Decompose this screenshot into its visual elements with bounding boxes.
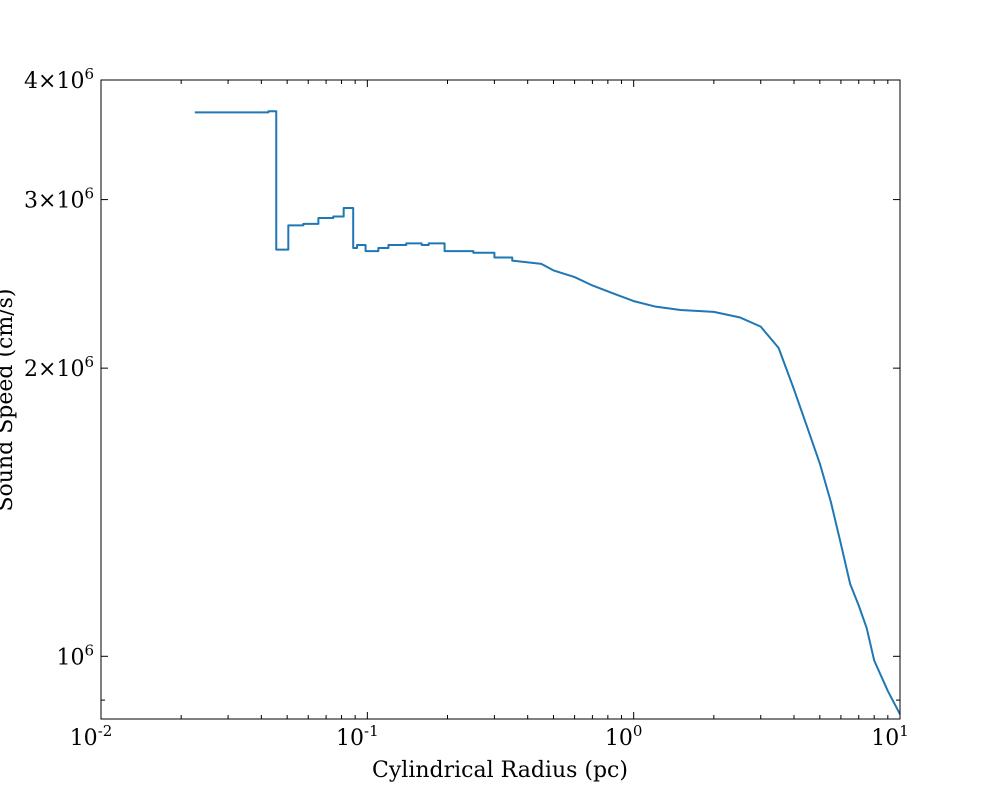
- plot-frame: [100, 79, 901, 720]
- tick-labels: 10-2 10-1 100 101 106 2×106 3×106 4×106: [24, 65, 909, 751]
- x-tick-label: 101: [871, 722, 909, 751]
- y-tick-label: 2×106: [24, 353, 94, 382]
- tick-marks: [100, 79, 901, 719]
- series-layer: [194, 110, 901, 715]
- x-tick-label: 10-1: [336, 722, 379, 751]
- y-tick-label: 3×106: [24, 185, 94, 214]
- x-tick-label: 10-2: [70, 722, 113, 751]
- sound-speed-line: [194, 110, 901, 715]
- y-axis-label: Sound Speed (cm/s): [0, 288, 18, 511]
- x-axis-label: Cylindrical Radius (pc): [372, 758, 628, 783]
- y-tick-label: 4×106: [24, 65, 94, 94]
- y-tick-label: 106: [56, 641, 94, 670]
- x-tick-label: 100: [605, 722, 643, 751]
- plot-area: [101, 80, 900, 719]
